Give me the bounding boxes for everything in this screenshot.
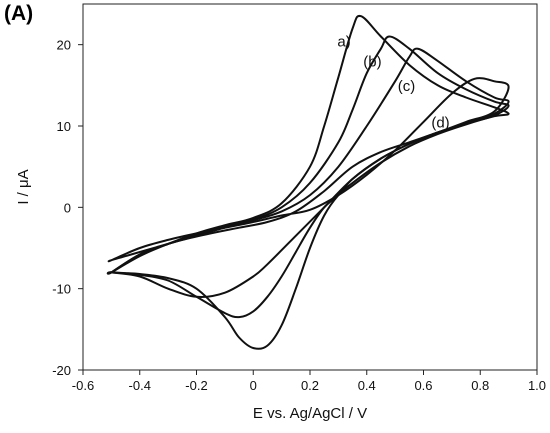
cv-curve [107,77,510,263]
cv-curve [106,47,510,298]
x-axis-label: E vs. Ag/AgCl / V [253,405,367,422]
x-tick-label: 1.0 [528,378,546,393]
y-axis: -20 -10 0 10 20 [52,38,83,378]
plot-area-frame [82,3,538,371]
x-tick-label: 0 [250,378,257,393]
curve-annotation: a) [337,33,350,50]
x-tick-label: 0.8 [471,378,489,393]
series-layer [106,14,510,350]
x-tick-label: 0.4 [358,378,376,393]
x-tick-label: 0.6 [414,378,432,393]
y-tick-label: -20 [52,363,71,378]
x-tick-label: -0.2 [185,378,207,393]
annotation-layer: a) (b) (c) (d) [337,33,449,131]
curve-annotation: (d) [431,115,449,132]
curve-annotation: (b) [363,54,381,71]
x-tick-label: 0.2 [301,378,319,393]
y-tick-label: 10 [57,119,71,134]
x-axis: -0.6 -0.4 -0.2 0 0.2 0.4 0.6 0.8 1.0 [72,370,546,393]
panel-label: (A) [4,2,34,25]
y-tick-label: 0 [64,200,71,215]
y-axis-label: I / μA [15,169,32,204]
curve-annotation: (c) [398,78,416,95]
x-tick-label: -0.6 [72,378,94,393]
x-tick-label: -0.4 [129,378,151,393]
cv-curve [106,35,510,319]
y-tick-label: -10 [52,282,71,297]
cv-curve [106,14,510,350]
y-tick-label: 20 [57,38,71,53]
